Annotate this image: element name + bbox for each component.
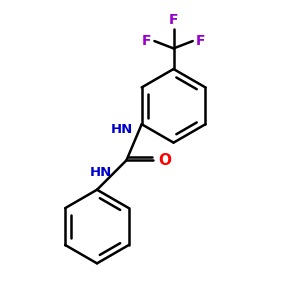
Text: O: O bbox=[158, 153, 171, 168]
Text: F: F bbox=[169, 13, 178, 27]
Text: F: F bbox=[142, 34, 152, 48]
Text: HN: HN bbox=[89, 166, 112, 178]
Text: F: F bbox=[196, 34, 205, 48]
Text: HN: HN bbox=[111, 123, 134, 136]
